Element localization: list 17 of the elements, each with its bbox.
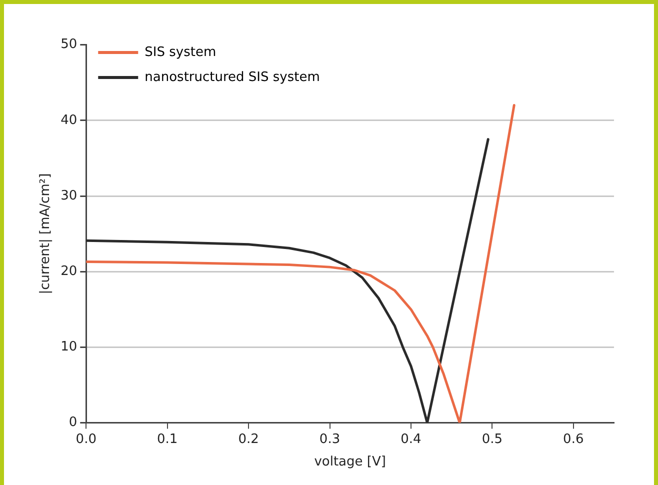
- x-tick-label: 0.5: [482, 432, 503, 447]
- y-tick-label: 30: [60, 188, 78, 204]
- y-tick-label: 20: [60, 264, 78, 279]
- x-tick-label: 0.6: [563, 432, 584, 447]
- x-tick-label: 0.1: [157, 432, 178, 447]
- x-tick-label: 0.4: [400, 432, 422, 447]
- x-tick-label: 0.2: [238, 432, 259, 447]
- legend-label: SIS system: [144, 44, 216, 60]
- legend-label: nanostructured SIS system: [144, 70, 320, 85]
- y-tick-label: 50: [60, 37, 78, 52]
- y-tick-label: 40: [60, 112, 78, 128]
- x-tick-label: 0.3: [319, 432, 340, 447]
- y-tick-label: 10: [60, 340, 78, 355]
- x-tick-label: 0.0: [76, 432, 96, 447]
- x-axis-title: voltage [V]: [314, 454, 386, 470]
- y-axis-title: |current| [mA/cm²]: [38, 173, 54, 294]
- y-tick-label: 0: [68, 415, 78, 430]
